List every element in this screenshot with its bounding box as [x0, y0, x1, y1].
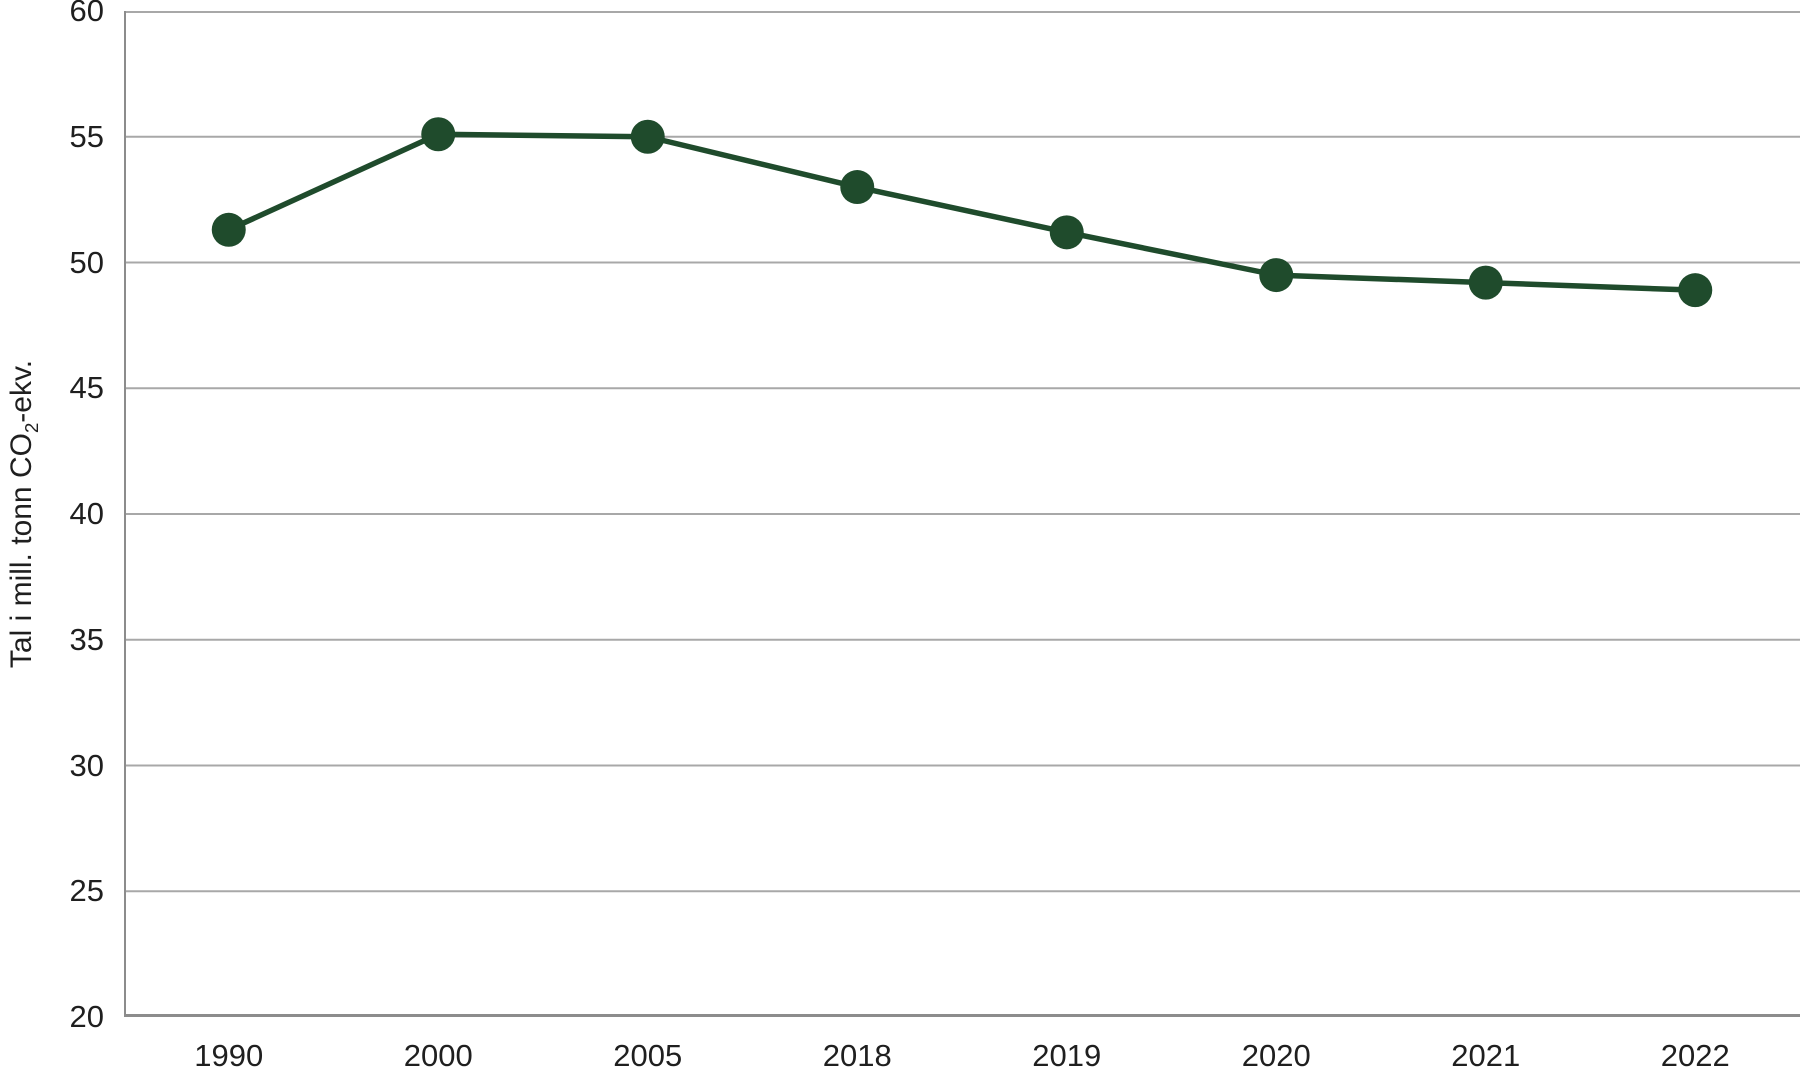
data-point-2000 [421, 117, 456, 152]
x-tick-label-2000: 2000 [403, 1038, 473, 1073]
x-tick-label-2019: 2019 [1032, 1038, 1102, 1073]
y-tick-label-25: 25 [69, 873, 104, 909]
x-tick-label-2018: 2018 [822, 1038, 892, 1073]
x-tick-label-1990: 1990 [194, 1038, 264, 1073]
x-tick-label-2022: 2022 [1660, 1038, 1730, 1073]
y-tick-label-60: 60 [69, 0, 104, 28]
plot-area [124, 11, 1800, 1017]
y-axis-ticks: 20 25 30 35 40 45 50 55 60 [0, 0, 104, 1082]
grid-svg [124, 11, 1800, 1017]
data-point-2019 [1049, 215, 1084, 250]
y-tick-label-30: 30 [69, 747, 104, 783]
y-tick-label-35: 35 [69, 621, 104, 657]
y-tick-label-45: 45 [69, 370, 104, 406]
y-tick-label-50: 50 [69, 244, 104, 280]
x-tick-label-2021: 2021 [1451, 1038, 1521, 1073]
data-point-2022 [1678, 273, 1713, 308]
x-tick-label-2005: 2005 [613, 1038, 683, 1073]
y-tick-label-40: 40 [69, 496, 104, 531]
data-point-2018 [840, 170, 875, 205]
y-tick-label-20: 20 [69, 999, 104, 1034]
data-point-1990 [211, 212, 246, 247]
data-line [227, 131, 1696, 293]
y-tick-label-55: 55 [69, 118, 104, 154]
data-point-2021 [1468, 265, 1503, 300]
data-point-2005 [630, 119, 665, 154]
x-tick-label-2020: 2020 [1241, 1038, 1311, 1073]
data-point-2020 [1259, 258, 1294, 293]
